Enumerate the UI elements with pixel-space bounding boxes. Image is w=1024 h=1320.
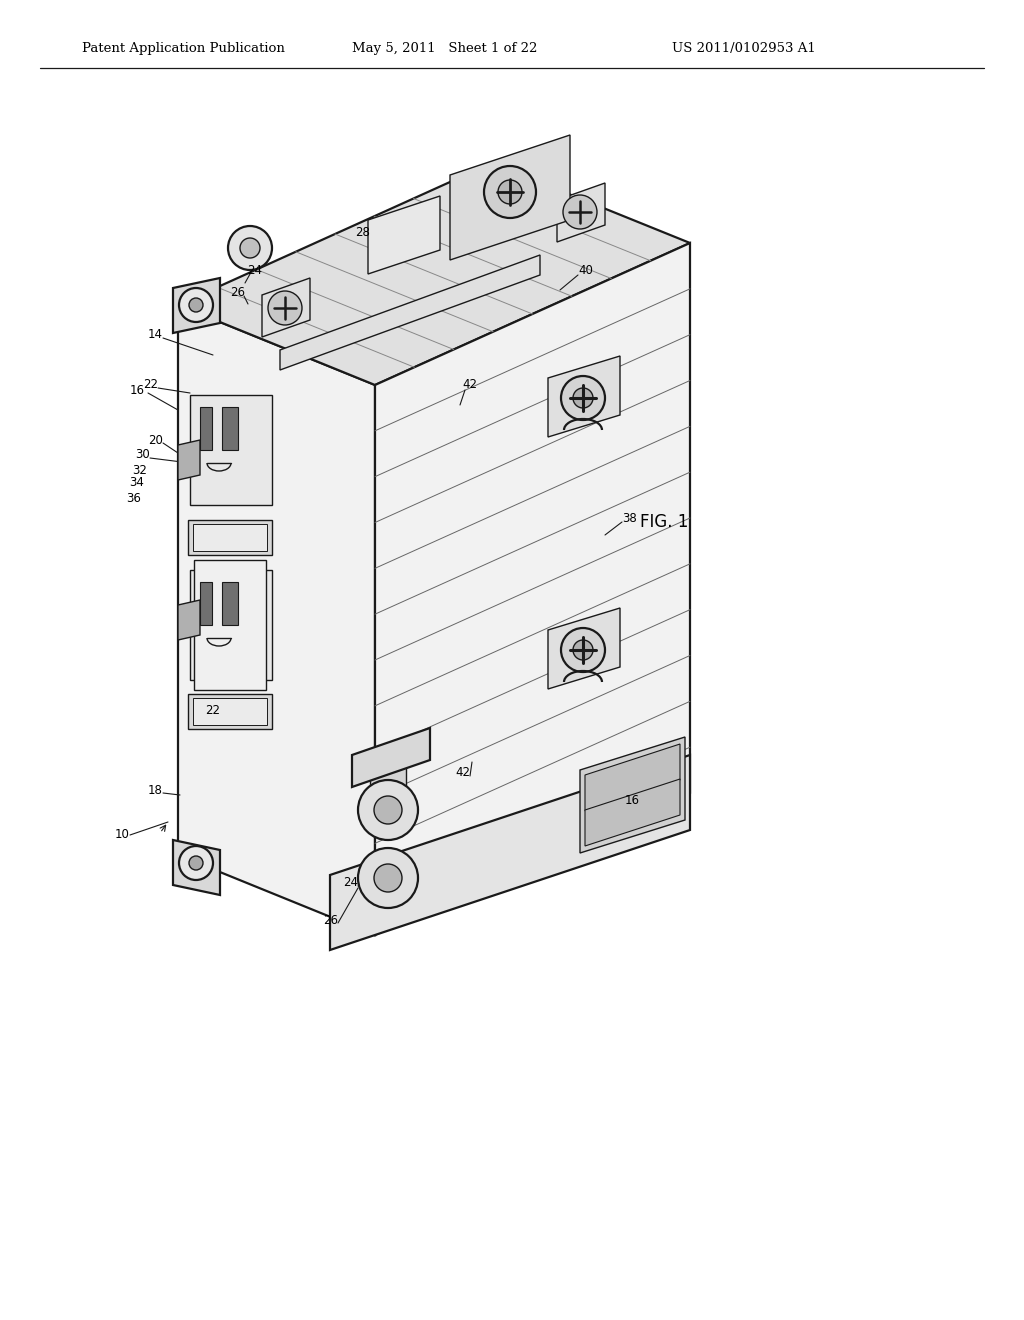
Circle shape — [179, 288, 213, 322]
Circle shape — [561, 376, 605, 420]
Polygon shape — [585, 744, 680, 810]
Text: 24: 24 — [247, 264, 262, 276]
Polygon shape — [548, 609, 620, 689]
Text: 16: 16 — [625, 793, 640, 807]
Text: 42: 42 — [455, 767, 470, 780]
Polygon shape — [557, 183, 605, 242]
Polygon shape — [190, 570, 272, 680]
Polygon shape — [188, 694, 272, 729]
Text: 26: 26 — [323, 913, 338, 927]
Polygon shape — [222, 407, 238, 450]
Polygon shape — [280, 255, 540, 370]
Circle shape — [374, 865, 402, 892]
Polygon shape — [193, 524, 267, 550]
Polygon shape — [222, 582, 238, 624]
Text: 20: 20 — [148, 433, 163, 446]
Polygon shape — [375, 243, 690, 935]
Polygon shape — [194, 560, 266, 690]
Circle shape — [573, 640, 593, 660]
Text: 26: 26 — [230, 285, 245, 298]
Circle shape — [358, 780, 418, 840]
Text: 24: 24 — [343, 876, 358, 890]
Polygon shape — [178, 440, 200, 480]
Circle shape — [189, 298, 203, 312]
Polygon shape — [450, 135, 570, 260]
Circle shape — [240, 238, 260, 257]
Text: May 5, 2011   Sheet 1 of 22: May 5, 2011 Sheet 1 of 22 — [352, 42, 538, 55]
Circle shape — [228, 226, 272, 271]
Circle shape — [573, 388, 593, 408]
Text: 22: 22 — [143, 379, 158, 392]
Polygon shape — [178, 162, 690, 385]
Polygon shape — [370, 752, 406, 800]
Circle shape — [358, 847, 418, 908]
Polygon shape — [178, 601, 200, 640]
Text: 18: 18 — [148, 784, 163, 796]
Polygon shape — [262, 279, 310, 337]
Text: 34: 34 — [129, 477, 144, 490]
Text: 10: 10 — [115, 829, 130, 842]
Text: US 2011/0102953 A1: US 2011/0102953 A1 — [672, 42, 816, 55]
Text: Patent Application Publication: Patent Application Publication — [82, 42, 285, 55]
Polygon shape — [200, 407, 212, 450]
Polygon shape — [548, 356, 620, 437]
Circle shape — [189, 855, 203, 870]
Text: FIG. 1: FIG. 1 — [640, 513, 688, 531]
Polygon shape — [368, 195, 440, 275]
Polygon shape — [585, 779, 680, 846]
Polygon shape — [193, 698, 267, 725]
Polygon shape — [178, 305, 375, 935]
Text: 36: 36 — [126, 491, 141, 504]
Text: 38: 38 — [622, 511, 637, 524]
Polygon shape — [200, 582, 212, 624]
Text: 42: 42 — [462, 379, 477, 392]
Circle shape — [498, 180, 522, 205]
Text: 16: 16 — [130, 384, 145, 396]
Circle shape — [179, 846, 213, 880]
Text: 14: 14 — [148, 329, 163, 342]
Polygon shape — [173, 279, 220, 333]
Polygon shape — [190, 395, 272, 506]
Text: 30: 30 — [135, 449, 150, 462]
Text: 28: 28 — [355, 226, 370, 239]
Polygon shape — [352, 729, 430, 787]
Circle shape — [374, 796, 402, 824]
Circle shape — [268, 290, 302, 325]
Circle shape — [484, 166, 536, 218]
Text: 40: 40 — [578, 264, 593, 276]
Polygon shape — [330, 755, 690, 950]
Polygon shape — [173, 840, 220, 895]
Text: 22: 22 — [205, 704, 220, 717]
Polygon shape — [188, 520, 272, 554]
Polygon shape — [580, 737, 685, 853]
Text: 32: 32 — [132, 463, 146, 477]
Circle shape — [563, 195, 597, 228]
Circle shape — [561, 628, 605, 672]
